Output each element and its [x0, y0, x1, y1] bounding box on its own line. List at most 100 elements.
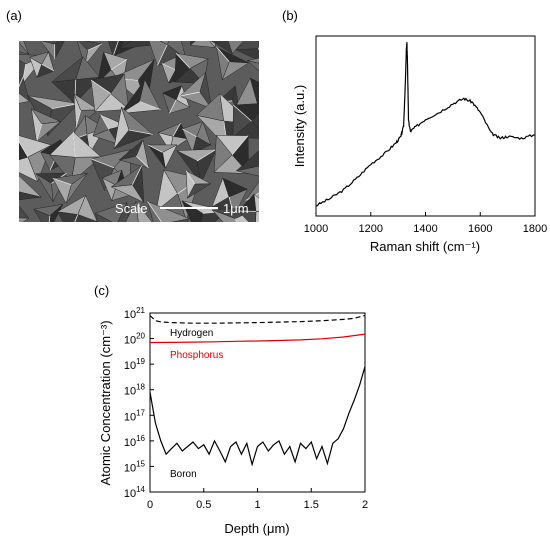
- scale-label: Scale: [115, 201, 148, 216]
- sims-y-tick-label: 1021: [124, 306, 146, 321]
- crystal-edge-highlight: [110, 58, 128, 71]
- raman-plot-frame: [315, 35, 536, 217]
- crystal-edge-highlight: [169, 99, 177, 114]
- panel-label-b: (b): [282, 8, 298, 23]
- sims-y-tick-label: 1014: [124, 485, 146, 500]
- crystal-edge-highlight: [131, 165, 143, 185]
- crystal-edge-highlight: [91, 158, 115, 169]
- crystal-facet: [48, 204, 64, 222]
- crystal-facet: [235, 150, 259, 172]
- raman-x-axis-label: Raman shift (cm⁻¹): [370, 239, 480, 254]
- sims-y-tick-label: 1018: [124, 383, 146, 398]
- sims-plot-frame: [149, 312, 366, 493]
- crystal-edge-highlight: [157, 44, 168, 66]
- crystal-edge-highlight: [74, 214, 79, 222]
- sims-y-axis: 1014 1015 1016 1017 1018 1019 1020 1021: [124, 306, 154, 500]
- crystal-facet: [249, 77, 259, 105]
- raman-x-tick-label: 1200: [359, 223, 383, 235]
- crystal-facet: [159, 41, 170, 45]
- crystal-facet: [257, 41, 259, 51]
- crystal-facet: [247, 57, 259, 64]
- crystal-edge-highlight: [36, 123, 43, 142]
- raman-x-tick-label: 1600: [468, 223, 492, 235]
- crystal-facet: [135, 200, 153, 222]
- crystal-edge-highlight: [185, 170, 196, 185]
- raman-x-tick-label: 1400: [413, 223, 437, 235]
- crystal-facet: [119, 41, 132, 49]
- phosphorus-label: Phosphorus: [170, 350, 223, 361]
- crystal-edge-highlight: [112, 41, 119, 57]
- raman-x-axis: 1000 1200 1400 1600 1800: [304, 212, 547, 235]
- raman-plot: 1000 1200 1400 1600 1800 Raman shift (cm⁻¹) …: [292, 35, 547, 254]
- crystal-edge-highlight: [231, 135, 249, 156]
- crystal-edge-highlight: [233, 104, 252, 122]
- hydrogen-series-line: [149, 314, 366, 324]
- crystal-edge-highlight: [51, 103, 79, 110]
- crystal-edge-highlight: [147, 201, 162, 222]
- crystal-edge-highlight: [161, 63, 176, 71]
- crystal-facet: [235, 41, 259, 51]
- sims-y-tick-label: 1017: [124, 408, 146, 423]
- crystal-edge-highlight: [72, 131, 76, 158]
- phosphorus-series-line: [149, 333, 366, 344]
- crystal-facet: [19, 156, 39, 183]
- crystal-facet: [189, 41, 216, 48]
- sims-x-tick-label: 1.5: [304, 499, 319, 511]
- raman-y-axis-label: Intensity (a.u.): [292, 85, 307, 167]
- boron-series-line: [149, 366, 366, 467]
- raman-x-tick-label: 1000: [304, 223, 328, 235]
- crystal-facet: [117, 201, 131, 222]
- crystal-edge-highlight: [100, 114, 110, 130]
- crystal-facet: [19, 191, 42, 201]
- crystal-edge-highlight: [41, 63, 55, 72]
- crystal-edge-highlight: [75, 110, 82, 128]
- crystal-edge-highlight: [196, 148, 217, 162]
- crystal-edge-highlight: [90, 79, 111, 94]
- crystal-edge-highlight: [139, 101, 161, 111]
- sims-y-tick-label: 1020: [124, 332, 146, 347]
- crystal-edge-highlight: [135, 155, 150, 169]
- crystal-facet: [41, 41, 60, 45]
- crystal-edge-highlight: [147, 144, 163, 153]
- crystal-facet: [256, 160, 259, 162]
- crystal-facet: [19, 217, 30, 222]
- crystal-facet: [171, 218, 191, 222]
- panel-label-a: (a): [6, 8, 22, 23]
- crystal-facet: [253, 193, 259, 212]
- boron-label: Boron: [170, 469, 197, 480]
- sims-x-tick-label: 2: [362, 499, 368, 511]
- sims-x-axis-label: Depth (μm): [224, 521, 289, 536]
- crystal-facet: [210, 41, 233, 55]
- crystal-edge-highlight: [175, 53, 191, 69]
- raman-series-line: [315, 42, 536, 207]
- crystal-edge-highlight: [87, 43, 103, 51]
- crystal-edge-highlight: [19, 140, 29, 158]
- sims-x-tick-label: 1: [254, 499, 260, 511]
- crystal-edge-highlight: [182, 128, 197, 138]
- sims-plot: 0 0.5 1 1.5 2 101410151016101710181019102010…: [98, 306, 368, 536]
- raman-x-tick-label: 1800: [523, 223, 547, 235]
- sem-micrograph: Scale 1μm: [19, 41, 259, 222]
- crystal-facets: [19, 41, 259, 222]
- crystal-edge-highlight: [216, 46, 230, 62]
- sims-y-axis-label: Atomic Concentration (cm⁻³): [98, 320, 113, 485]
- crystal-facet: [251, 112, 259, 130]
- crystal-facet: [19, 93, 30, 104]
- sims-x-tick-label: 0.5: [196, 499, 211, 511]
- crystal-facet: [19, 42, 30, 55]
- sims-y-tick-label: 1019: [124, 357, 146, 372]
- crystal-facet: [74, 214, 98, 222]
- crystal-edge-highlight: [179, 91, 200, 97]
- crystal-edge-highlight: [19, 76, 24, 88]
- crystal-edge-highlight: [48, 215, 51, 222]
- panel-label-c: (c): [94, 283, 110, 298]
- crystal-edge-highlight: [52, 177, 72, 185]
- crystal-edge-highlight: [128, 129, 153, 135]
- scale-value: 1μm: [223, 201, 249, 216]
- crystal-edge-highlight: [172, 122, 181, 137]
- sims-y-tick-label: 1015: [124, 459, 146, 474]
- sims-y-tick-label: 1016: [124, 434, 146, 449]
- hydrogen-label: Hydrogen: [170, 328, 213, 339]
- crystal-facet: [190, 41, 196, 46]
- sims-x-axis: 0 0.5 1 1.5 2: [147, 488, 368, 511]
